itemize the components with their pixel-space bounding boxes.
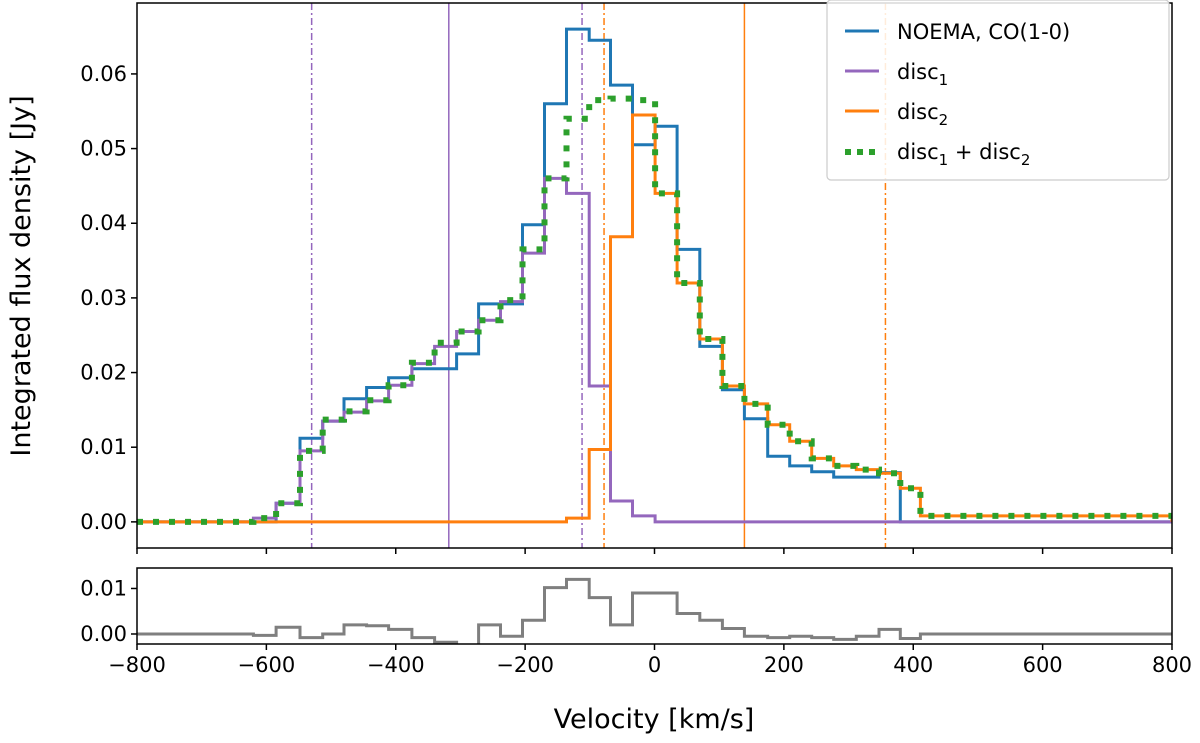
series-line-noema <box>137 27 1172 524</box>
legend-label-sum-sub2: 2 <box>1021 151 1031 169</box>
residual-series-group <box>137 577 1172 644</box>
legend-label-disc2-base: disc <box>897 100 939 124</box>
residual-x-tick-label: −800 <box>108 653 166 677</box>
legend-label-disc1: disc1 <box>897 60 948 89</box>
main-y-tick-label: 0.04 <box>80 211 127 235</box>
residual-x-tick-label: 400 <box>893 653 933 677</box>
legend-label-disc2-sub: 2 <box>939 111 949 129</box>
residual-x-tick-label: −200 <box>496 653 554 677</box>
legend: NOEMA, CO(1-0) disc1 disc2 disc1 + disc2 <box>826 0 1170 181</box>
legend-label-disc1-sub: 1 <box>939 71 949 89</box>
residual-x-tick-label: −600 <box>238 653 296 677</box>
residual-y-tick-label: 0.01 <box>80 576 127 600</box>
residual-x-ticks: −800 −600 −400 −200 0 200 400 600 800 <box>108 644 1192 677</box>
x-axis-label: Velocity [km/s] <box>554 704 755 735</box>
residual-y-tick-label: 0.00 <box>80 622 127 646</box>
series-line-residual <box>137 577 1172 644</box>
legend-label-noema: NOEMA, CO(1-0) <box>897 20 1070 44</box>
residual-panel: 0.00 0.01 −800 −600 −400 −200 0 200 400 600 800 V… <box>80 567 1192 735</box>
legend-label-sum-base2: disc <box>979 140 1021 164</box>
series-line-disc1 <box>137 176 1172 524</box>
main-y-tick-label: 0.03 <box>80 286 127 310</box>
legend-label-sum: disc1 + disc2 <box>897 140 1030 169</box>
legend-label-disc2: disc2 <box>897 100 948 129</box>
residual-y-ticks: 0.00 0.01 <box>80 576 137 646</box>
main-y-tick-label: 0.05 <box>80 137 127 161</box>
legend-label-sum-sub1: 1 <box>939 151 949 169</box>
main-y-tick-label: 0.02 <box>80 361 127 385</box>
y-axis-label: Integrated flux density [Jy] <box>6 95 37 456</box>
legend-label-sum-plus: + <box>948 140 979 164</box>
main-panel: 0.00 0.01 0.02 0.03 0.04 0.05 0.06 Integrated … <box>6 0 1173 554</box>
residual-x-tick-label: 0 <box>648 653 661 677</box>
residual-x-tick-label: −400 <box>367 653 425 677</box>
residual-x-tick-label: 600 <box>1023 653 1063 677</box>
main-y-tick-label: 0.06 <box>80 62 127 86</box>
legend-box <box>826 0 1170 181</box>
main-x-ticks <box>136 548 1173 554</box>
residual-x-tick-label: 800 <box>1152 653 1192 677</box>
main-y-tick-label: 0.00 <box>80 510 127 534</box>
legend-label-disc1-base: disc <box>897 60 939 84</box>
legend-label-sum-base1: disc <box>897 140 939 164</box>
residual-x-tick-label: 200 <box>764 653 804 677</box>
series-group <box>137 27 1172 525</box>
main-y-ticks: 0.00 0.01 0.02 0.03 0.04 0.05 0.06 <box>80 62 137 534</box>
main-y-tick-label: 0.01 <box>80 435 127 459</box>
